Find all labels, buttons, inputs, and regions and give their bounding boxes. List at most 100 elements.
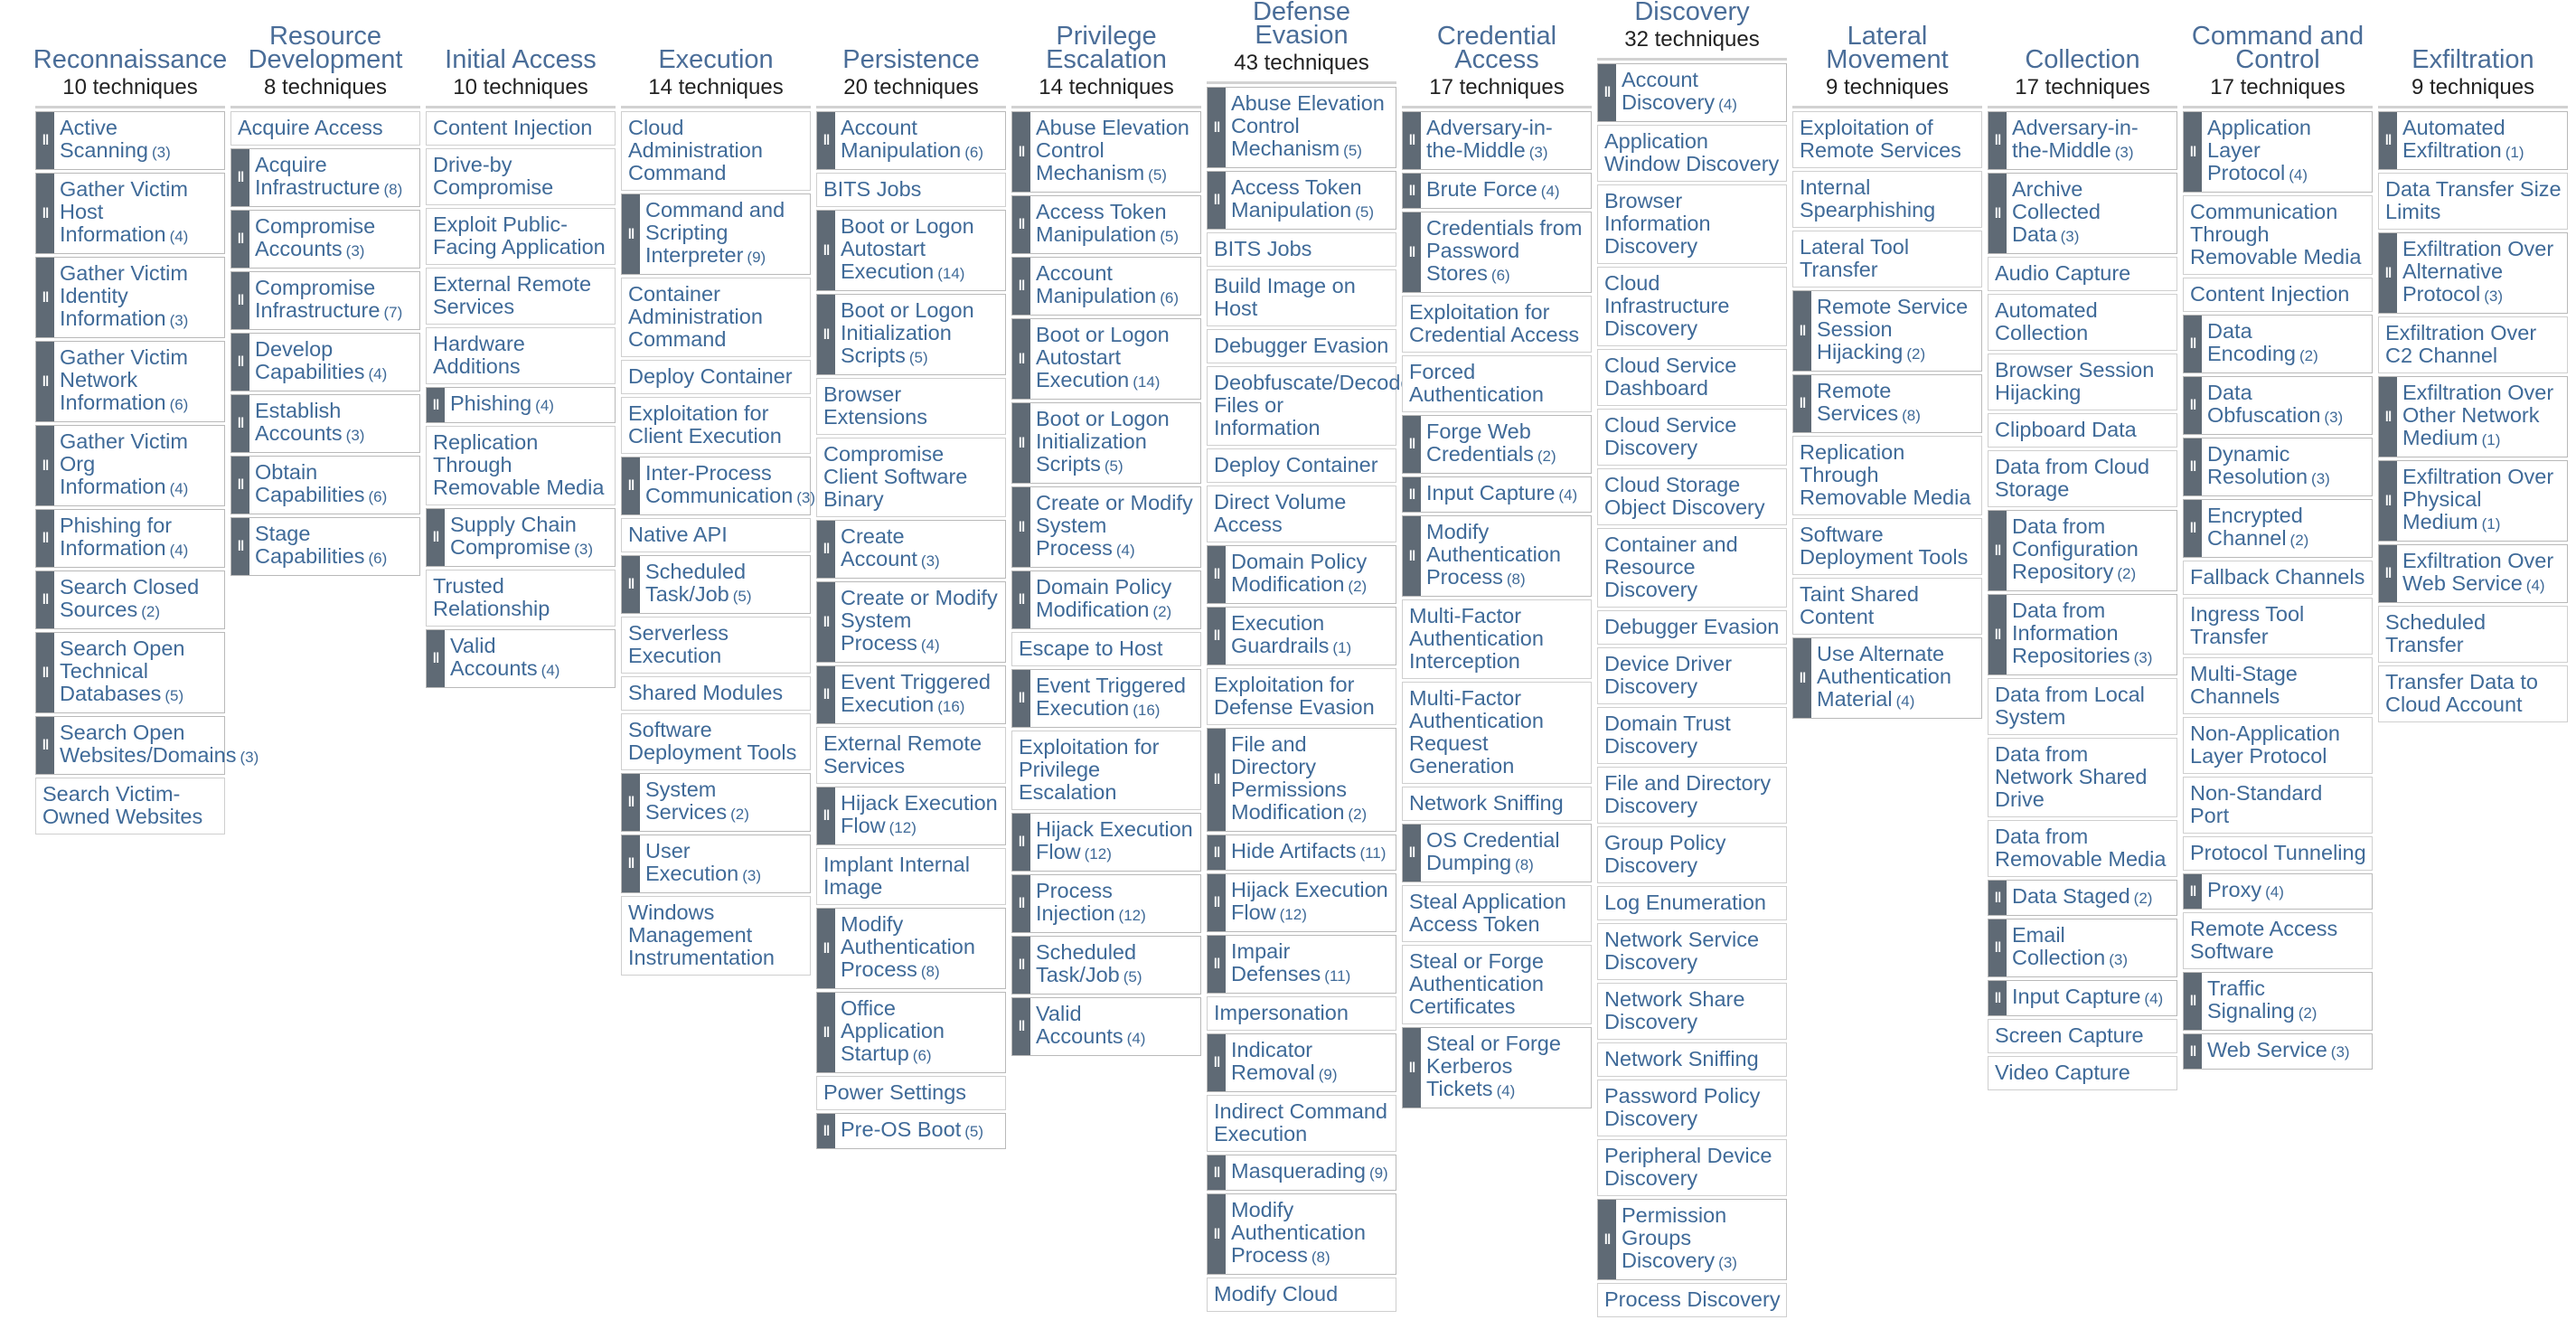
technique-cell[interactable]: Data Transfer Size Limits <box>2378 173 2568 230</box>
technique-cell[interactable]: ‖ Search Open Technical Databases (5) <box>35 632 225 713</box>
tactic-name[interactable]: Collection <box>2025 45 2140 74</box>
double-bar-icon[interactable]: ‖ <box>622 835 640 892</box>
technique-cell[interactable]: Content Injection <box>426 111 616 146</box>
double-bar-icon[interactable]: ‖ <box>2184 500 2202 557</box>
technique-cell[interactable]: ‖ Scheduled Task/Job (5) <box>1011 936 1201 995</box>
technique-cell[interactable]: ‖ Modify Authentication Process (8) <box>1402 515 1592 597</box>
technique-cell[interactable]: ‖ OS Credential Dumping (8) <box>1402 824 1592 882</box>
technique-cell[interactable]: ‖ Data Obfuscation (3) <box>2183 376 2373 435</box>
technique-cell[interactable]: ‖ Process Injection (12) <box>1011 874 1201 933</box>
technique-cell[interactable]: ‖ Brute Force (4) <box>1402 173 1592 209</box>
technique-cell[interactable]: Exploitation of Remote Services <box>1792 111 1982 168</box>
technique-cell[interactable]: Device Driver Discovery <box>1597 647 1787 704</box>
double-bar-icon[interactable]: ‖ <box>1208 88 1226 167</box>
technique-cell[interactable]: Acquire Access <box>230 111 420 146</box>
technique-cell[interactable]: ‖ Event Triggered Execution (16) <box>816 665 1006 724</box>
technique-cell[interactable]: ‖ Boot or Logon Autostart Execution (14) <box>1011 318 1201 400</box>
technique-cell[interactable]: Browser Session Hijacking <box>1988 354 2177 410</box>
technique-cell[interactable]: Content Injection <box>2183 278 2373 312</box>
technique-cell[interactable]: Application Window Discovery <box>1597 125 1787 182</box>
technique-cell[interactable]: BITS Jobs <box>1207 232 1396 267</box>
technique-cell[interactable]: Software Deployment Tools <box>621 713 811 770</box>
double-bar-icon[interactable]: ‖ <box>1403 825 1421 882</box>
double-bar-icon[interactable]: ‖ <box>817 211 835 290</box>
technique-cell[interactable]: Password Policy Discovery <box>1597 1080 1787 1136</box>
double-bar-icon[interactable]: ‖ <box>2184 112 2202 192</box>
double-bar-icon[interactable]: ‖ <box>36 258 54 337</box>
double-bar-icon[interactable]: ‖ <box>2184 377 2202 434</box>
technique-cell[interactable]: ‖ Adversary-in-the-Middle (3) <box>1402 111 1592 170</box>
technique-cell[interactable]: ‖ Application Layer Protocol (4) <box>2183 111 2373 193</box>
technique-cell[interactable]: ‖ Domain Policy Modification (2) <box>1207 545 1396 604</box>
technique-cell[interactable]: Replication Through Removable Media <box>426 426 616 505</box>
double-bar-icon[interactable]: ‖ <box>231 149 249 206</box>
technique-cell[interactable]: Power Settings <box>816 1076 1006 1110</box>
double-bar-icon[interactable]: ‖ <box>817 1114 835 1148</box>
double-bar-icon[interactable]: ‖ <box>1403 174 1421 208</box>
technique-cell[interactable]: Modify Cloud <box>1207 1278 1396 1312</box>
double-bar-icon[interactable]: ‖ <box>1012 937 1030 994</box>
technique-cell[interactable]: ‖ Valid Accounts (4) <box>426 629 616 688</box>
technique-cell[interactable]: ‖ Account Manipulation (6) <box>1011 257 1201 316</box>
technique-cell[interactable]: ‖ Access Token Manipulation (5) <box>1207 171 1396 230</box>
double-bar-icon[interactable]: ‖ <box>231 395 249 452</box>
double-bar-icon[interactable]: ‖ <box>1793 291 1811 371</box>
double-bar-icon[interactable]: ‖ <box>817 295 835 374</box>
technique-cell[interactable]: ‖ Supply Chain Compromise (3) <box>426 508 616 567</box>
technique-cell[interactable]: Clipboard Data <box>1988 413 2177 448</box>
double-bar-icon[interactable]: ‖ <box>1012 998 1030 1055</box>
double-bar-icon[interactable]: ‖ <box>231 211 249 268</box>
technique-cell[interactable]: Fallback Channels <box>2183 561 2373 595</box>
technique-cell[interactable]: File and Directory Discovery <box>1597 767 1787 824</box>
technique-cell[interactable]: Ingress Tool Transfer <box>2183 598 2373 655</box>
technique-cell[interactable]: ‖ Automated Exfiltration (1) <box>2378 111 2568 170</box>
technique-cell[interactable]: ‖ Proxy (4) <box>2183 873 2373 910</box>
tactic-name[interactable]: Execution <box>658 45 774 74</box>
technique-cell[interactable]: ‖ Boot or Logon Initialization Scripts (5) <box>816 294 1006 375</box>
double-bar-icon[interactable]: ‖ <box>817 521 835 578</box>
tactic-name[interactable]: Credential Access <box>1436 22 1557 74</box>
technique-cell[interactable]: Multi-Factor Authentication Interception <box>1402 599 1592 679</box>
technique-cell[interactable]: Software Deployment Tools <box>1792 518 1982 575</box>
technique-cell[interactable]: Cloud Service Dashboard <box>1597 349 1787 406</box>
technique-cell[interactable]: Exploitation for Credential Access <box>1402 296 1592 353</box>
technique-cell[interactable]: Network Sniffing <box>1402 787 1592 821</box>
technique-cell[interactable]: Exploitation for Defense Evasion <box>1207 668 1396 725</box>
double-bar-icon[interactable]: ‖ <box>1403 416 1421 473</box>
double-bar-icon[interactable]: ‖ <box>1208 546 1226 603</box>
double-bar-icon[interactable]: ‖ <box>817 909 835 988</box>
technique-cell[interactable]: Shared Modules <box>621 676 811 711</box>
technique-cell[interactable]: Data from Local System <box>1988 678 2177 735</box>
technique-cell[interactable]: ‖ Domain Policy Modification (2) <box>1011 570 1201 629</box>
tactic-name[interactable]: Command and Control <box>2191 22 2364 74</box>
technique-cell[interactable]: ‖ Obtain Capabilities (6) <box>230 456 420 514</box>
tactic-name[interactable]: Privilege Escalation <box>1046 22 1167 74</box>
technique-cell[interactable]: Process Discovery <box>1597 1283 1787 1317</box>
technique-cell[interactable]: ‖ Phishing for Information (4) <box>35 509 225 568</box>
technique-cell[interactable]: Domain Trust Discovery <box>1597 707 1787 764</box>
double-bar-icon[interactable]: ‖ <box>1208 1194 1226 1274</box>
technique-cell[interactable]: ‖ Hide Artifacts (11) <box>1207 834 1396 871</box>
double-bar-icon[interactable]: ‖ <box>622 194 640 274</box>
technique-cell[interactable]: Native API <box>621 518 811 552</box>
double-bar-icon[interactable]: ‖ <box>1012 112 1030 192</box>
double-bar-icon[interactable]: ‖ <box>36 174 54 253</box>
technique-cell[interactable]: ‖ Establish Accounts (3) <box>230 394 420 453</box>
technique-cell[interactable]: Data from Network Shared Drive <box>1988 738 2177 817</box>
technique-cell[interactable]: ‖ Event Triggered Execution (16) <box>1011 669 1201 728</box>
technique-cell[interactable]: ‖ Traffic Signaling (2) <box>2183 972 2373 1031</box>
double-bar-icon[interactable]: ‖ <box>1403 1028 1421 1108</box>
technique-cell[interactable]: Search Victim-Owned Websites <box>35 778 225 834</box>
technique-cell[interactable]: ‖ Credentials from Password Stores (6) <box>1402 212 1592 293</box>
double-bar-icon[interactable]: ‖ <box>817 582 835 662</box>
technique-cell[interactable]: Serverless Execution <box>621 617 811 674</box>
technique-cell[interactable]: Non-Application Layer Protocol <box>2183 717 2373 774</box>
technique-cell[interactable]: ‖ Valid Accounts (4) <box>1011 997 1201 1056</box>
technique-cell[interactable]: Trusted Relationship <box>426 570 616 627</box>
double-bar-icon[interactable]: ‖ <box>1208 936 1226 993</box>
technique-cell[interactable]: ‖ Modify Authentication Process (8) <box>816 908 1006 989</box>
double-bar-icon[interactable]: ‖ <box>231 334 249 391</box>
double-bar-icon[interactable]: ‖ <box>622 774 640 831</box>
technique-cell[interactable]: ‖ Execution Guardrails (1) <box>1207 607 1396 665</box>
technique-cell[interactable]: Debugger Evasion <box>1207 329 1396 363</box>
